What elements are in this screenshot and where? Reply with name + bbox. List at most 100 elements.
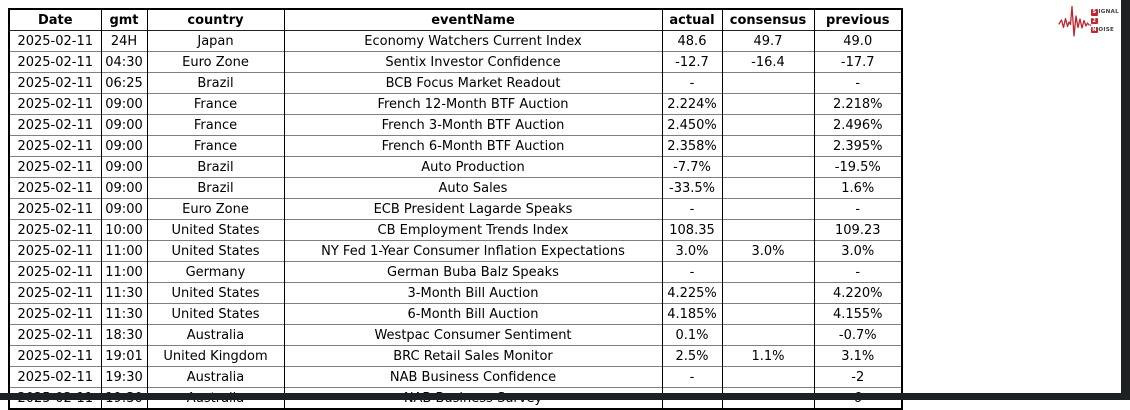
table-row: 2025-02-11 04:30 Euro Zone Sentix Investor … [8, 51, 903, 73]
cell-consensus: -16.4 [721, 51, 815, 73]
cell-previous: 2.496% [813, 114, 903, 136]
cell-consensus [721, 324, 815, 346]
cell-eventname: 6-Month Bill Auction [283, 303, 663, 325]
cell-actual: 108.35 [661, 219, 723, 241]
cell-previous: 4.220% [813, 282, 903, 304]
cell-gmt: 09:00 [100, 156, 148, 178]
cell-actual: 0.1% [661, 324, 723, 346]
cell-consensus [721, 303, 815, 325]
cell-previous: - [813, 261, 903, 283]
cell-country: France [146, 135, 285, 157]
cell-gmt: 09:00 [100, 93, 148, 115]
cell-consensus [721, 156, 815, 178]
cell-previous: 3.0% [813, 240, 903, 262]
cell-actual: - [661, 366, 723, 388]
cell-date: 2025-02-11 [8, 30, 102, 52]
table-row: 2025-02-11 24H Japan Economy Watchers Curre… [8, 30, 903, 52]
cell-actual: -7.7% [661, 156, 723, 178]
cell-eventname: BRC Retail Sales Monitor [283, 345, 663, 367]
cell-actual: - [661, 72, 723, 94]
cell-gmt: 11:00 [100, 261, 148, 283]
cell-consensus [721, 198, 815, 220]
cell-date: 2025-02-11 [8, 366, 102, 388]
window-edge-right [1121, 0, 1130, 400]
cell-gmt: 11:30 [100, 303, 148, 325]
cell-date: 2025-02-11 [8, 177, 102, 199]
cell-country: Australia [146, 324, 285, 346]
column-header-previous: previous [813, 9, 903, 31]
cell-eventname: ECB President Lagarde Speaks [283, 198, 663, 220]
table-row: 2025-02-11 09:00 Brazil Auto Sales -33.5% 1.6… [8, 177, 903, 199]
cell-consensus [721, 366, 815, 388]
cell-consensus: 3.0% [721, 240, 815, 262]
cell-country: Brazil [146, 177, 285, 199]
cell-date: 2025-02-11 [8, 93, 102, 115]
cell-gmt: 10:00 [100, 219, 148, 241]
cell-previous: 3.1% [813, 345, 903, 367]
cell-previous: -0.7% [813, 324, 903, 346]
logo-letterbox-s: S [1091, 9, 1098, 16]
cell-gmt: 18:30 [100, 324, 148, 346]
cell-previous: -19.5% [813, 156, 903, 178]
cell-gmt: 06:25 [100, 72, 148, 94]
table-row: 2025-02-11 09:00 France French 3-Month BTF … [8, 114, 903, 136]
cell-actual: 4.225% [661, 282, 723, 304]
cell-eventname: Auto Sales [283, 177, 663, 199]
table-row: 2025-02-11 09:00 Euro Zone ECB President La… [8, 198, 903, 220]
cell-country: United States [146, 282, 285, 304]
window-edge-bottom [0, 393, 1130, 400]
table-row: 2025-02-11 19:30 Australia NAB Business Con… [8, 366, 903, 388]
cell-date: 2025-02-11 [8, 345, 102, 367]
cell-date: 2025-02-11 [8, 135, 102, 157]
table-row: 2025-02-11 10:00 United States CB Employmen… [8, 219, 903, 241]
logo-letterbox-2: 2 [1091, 17, 1098, 25]
cell-actual: 2.5% [661, 345, 723, 367]
cell-previous: -17.7 [813, 51, 903, 73]
cell-country: Germany [146, 261, 285, 283]
cell-date: 2025-02-11 [8, 324, 102, 346]
table-row: 2025-02-11 09:00 France French 12-Month BTF… [8, 93, 903, 115]
table-row: 2025-02-11 06:25 Brazil BCB Focus Market Re… [8, 72, 903, 94]
cell-consensus [721, 135, 815, 157]
cell-country: Brazil [146, 72, 285, 94]
column-header-gmt: gmt [100, 9, 148, 31]
table-row: 2025-02-11 18:30 Australia Westpac Consumer… [8, 324, 903, 346]
cell-gmt: 09:00 [100, 135, 148, 157]
table-body: 2025-02-11 24H Japan Economy Watchers Curre… [8, 30, 903, 409]
cell-actual: 4.185% [661, 303, 723, 325]
cell-eventname: NY Fed 1-Year Consumer Inflation Expecta… [283, 240, 663, 262]
cell-eventname: CB Employment Trends Index [283, 219, 663, 241]
cell-eventname: French 12-Month BTF Auction [283, 93, 663, 115]
cell-eventname: French 6-Month BTF Auction [283, 135, 663, 157]
cell-eventname: NAB Business Confidence [283, 366, 663, 388]
cell-country: Australia [146, 366, 285, 388]
heartbeat-waveform-icon [1058, 5, 1092, 37]
logo-wordmark: S IGNAL 2 N OISE [1091, 9, 1119, 34]
cell-gmt: 24H [100, 30, 148, 52]
logo-letterbox-n: N [1091, 26, 1098, 34]
cell-previous: 4.155% [813, 303, 903, 325]
table-row: 2025-02-11 11:00 United States NY Fed 1-Yea… [8, 240, 903, 262]
cell-actual: -33.5% [661, 177, 723, 199]
cell-consensus [721, 93, 815, 115]
cell-actual: 2.450% [661, 114, 723, 136]
cell-actual: -12.7 [661, 51, 723, 73]
logo-line-noise: N OISE [1091, 26, 1119, 34]
cell-date: 2025-02-11 [8, 198, 102, 220]
cell-previous: 2.395% [813, 135, 903, 157]
cell-country: France [146, 114, 285, 136]
cell-actual: - [661, 261, 723, 283]
table-row: 2025-02-11 19:01 United Kingdom BRC Retail … [8, 345, 903, 367]
cell-date: 2025-02-11 [8, 261, 102, 283]
cell-previous: 49.0 [813, 30, 903, 52]
cell-gmt: 11:30 [100, 282, 148, 304]
cell-country: United States [146, 219, 285, 241]
cell-country: France [146, 93, 285, 115]
cell-previous: 1.6% [813, 177, 903, 199]
cell-consensus [721, 219, 815, 241]
cell-consensus [721, 72, 815, 94]
column-header-eventname: eventName [283, 9, 663, 31]
table-row: 2025-02-11 11:00 Germany German Buba Balz S… [8, 261, 903, 283]
logo-line-signal: S IGNAL [1091, 9, 1119, 16]
cell-eventname: BCB Focus Market Readout [283, 72, 663, 94]
